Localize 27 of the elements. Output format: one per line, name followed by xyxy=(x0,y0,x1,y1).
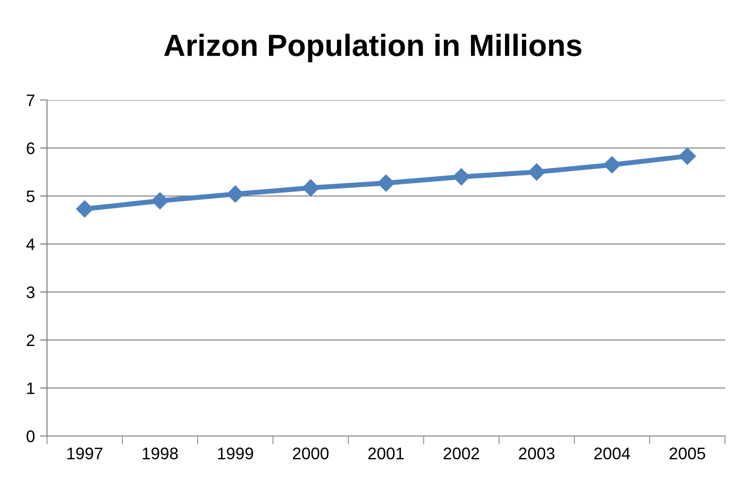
y-tick-label: 0 xyxy=(26,430,35,442)
y-tick-label: 7 xyxy=(26,94,34,106)
x-tick-label: 1997 xyxy=(67,448,102,460)
y-tick-label: 2 xyxy=(26,334,34,346)
x-tick-label: 2001 xyxy=(368,448,404,460)
y-tick-label: 6 xyxy=(26,142,34,154)
point xyxy=(151,192,169,210)
x-tick-label: 2000 xyxy=(292,448,329,460)
x-tick-label: 1998 xyxy=(142,448,178,460)
x-tick-label: 1999 xyxy=(218,448,254,460)
x-tick-label: 2002 xyxy=(444,448,480,460)
point xyxy=(528,163,546,181)
point xyxy=(302,179,320,196)
point xyxy=(226,186,244,203)
y-tick-label: 1 xyxy=(27,382,34,394)
x-tick-label: 2005 xyxy=(670,448,706,460)
point xyxy=(678,148,696,165)
chart-title: Arizon Population in Millions xyxy=(164,34,582,62)
point xyxy=(76,200,94,218)
point xyxy=(603,156,621,174)
y-tick-label: 5 xyxy=(26,190,34,202)
y-tick-label: 3 xyxy=(26,286,34,298)
point xyxy=(377,174,395,192)
x-tick-label: 2004 xyxy=(594,448,630,460)
point xyxy=(452,168,470,186)
y-tick-label: 4 xyxy=(26,238,35,250)
x-tick-label: 2003 xyxy=(518,448,554,460)
